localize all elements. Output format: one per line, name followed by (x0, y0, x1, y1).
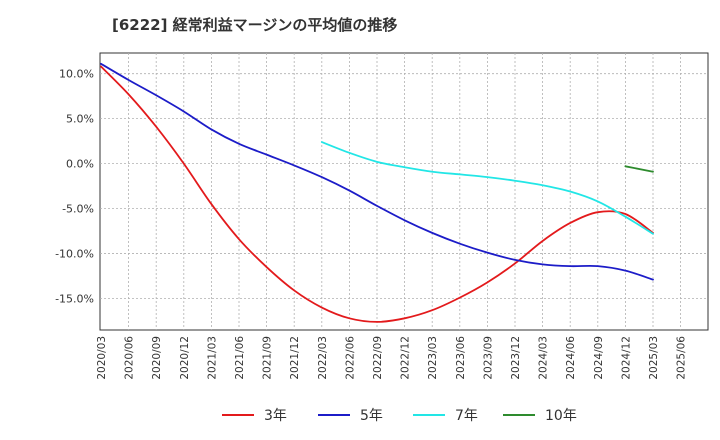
series-line-3 (320, 141, 654, 235)
x-tick-label: 2021/03 (206, 336, 218, 380)
x-tick-label: 2021/09 (262, 336, 274, 380)
x-tick-label: 2024/06 (565, 336, 577, 380)
x-tick-label: 2020/12 (179, 336, 191, 380)
series-line-1 (100, 65, 654, 323)
x-tick-label: 2022/06 (344, 336, 356, 380)
x-tick-label: 2025/06 (676, 336, 688, 380)
x-tick-label: 2023/03 (427, 336, 439, 380)
series-line-4 (624, 165, 654, 173)
x-tick-label: 2023/06 (455, 336, 467, 380)
legend-label: 10年 (545, 408, 577, 424)
y-tick-label: 10.0% (59, 68, 94, 81)
x-tick-label: 2022/12 (400, 336, 412, 380)
series-lines (100, 62, 654, 323)
plot-area (99, 52, 709, 331)
x-tick-label: 2020/03 (96, 336, 108, 380)
x-tick-label: 2025/03 (648, 336, 660, 380)
x-tick-label: 2021/12 (289, 336, 301, 380)
x-tick-label: 2020/09 (151, 336, 163, 380)
x-tick-label: 2022/03 (317, 336, 329, 380)
x-tick-label: 2023/12 (510, 336, 522, 380)
x-tick-label: 2024/03 (538, 336, 550, 380)
x-tick-label: 2022/09 (372, 336, 384, 380)
x-tick-label: 2024/12 (620, 336, 632, 380)
x-tick-label: 2024/09 (593, 336, 605, 380)
y-tick-label: -5.0% (62, 203, 94, 216)
legend-label: 7年 (455, 408, 478, 424)
legend-label: 5年 (360, 408, 383, 424)
axis-ticks: 2020/03 2020/06 2020/09 2020/12 2021/03 2021/… (55, 68, 688, 380)
x-tick-label: 2023/09 (482, 336, 494, 380)
grid-lines (100, 53, 708, 330)
x-tick-label: 2021/06 (234, 336, 246, 380)
y-tick-label: 5.0% (66, 113, 94, 126)
y-tick-label: 0.0% (66, 158, 94, 171)
chart-title: [6222] 経常利益マージンの平均値の推移 (112, 16, 398, 34)
legend: 3年 5年 7年 10年 (222, 408, 577, 424)
legend-label: 3年 (264, 408, 287, 424)
series-line-2 (100, 62, 654, 281)
x-tick-label: 2020/06 (124, 336, 136, 380)
y-tick-label: -15.0% (55, 293, 94, 306)
y-tick-label: -10.0% (55, 248, 94, 261)
